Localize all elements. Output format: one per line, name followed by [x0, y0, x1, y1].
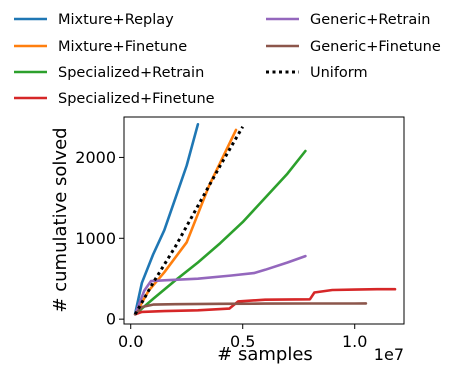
series-line-specialized-finetune — [133, 287, 397, 316]
legend-label: Uniform — [310, 65, 368, 81]
legend-label: Specialized+Finetune — [58, 91, 215, 107]
x-tick-label: 0.5 — [230, 332, 255, 351]
series-layer — [133, 123, 397, 316]
legend-label: Mixture+Replay — [58, 12, 174, 28]
y-tick-label: 0 — [106, 310, 116, 329]
y-tick-label: 2000 — [75, 148, 116, 167]
x-axis-label: # samples — [217, 344, 313, 365]
legend-item-specialized-retrain: Specialized+Retrain — [14, 65, 204, 81]
series-line-generic-finetune — [133, 302, 368, 316]
legend-item-generic-retrain: Generic+Retrain — [266, 12, 430, 28]
legend-item-mixture-replay: Mixture+Replay — [14, 12, 174, 28]
y-tick-label: 1000 — [75, 229, 116, 248]
series-line-mixture-finetune — [133, 128, 238, 316]
x-tick-label: 1.0 — [342, 332, 367, 351]
legend-label: Generic+Finetune — [310, 39, 441, 55]
legend-label: Generic+Retrain — [310, 12, 430, 28]
legend: Mixture+Replay Mixture+Finetune Specialize… — [14, 12, 441, 107]
x-tick-label: 0.0 — [118, 332, 143, 351]
series-line-mixture-replay — [133, 123, 200, 315]
legend-item-uniform: Uniform — [266, 65, 368, 81]
legend-item-mixture-finetune: Mixture+Finetune — [14, 39, 187, 55]
legend-item-specialized-finetune: Specialized+Finetune — [14, 91, 215, 107]
legend-label: Mixture+Finetune — [58, 39, 187, 55]
series-line-specialized-retrain — [133, 149, 307, 316]
plot-frame — [123, 116, 405, 325]
legend-item-generic-finetune: Generic+Finetune — [266, 39, 441, 55]
legend-label: Specialized+Retrain — [58, 65, 204, 81]
x-scale-label: 1e7 — [374, 345, 404, 364]
y-axis-label: # cumulative solved — [50, 127, 71, 312]
series-line-generic-retrain — [133, 254, 307, 316]
ticks-layer: 0.0 0.5 1.0 0 1000 2000 — [75, 148, 367, 351]
